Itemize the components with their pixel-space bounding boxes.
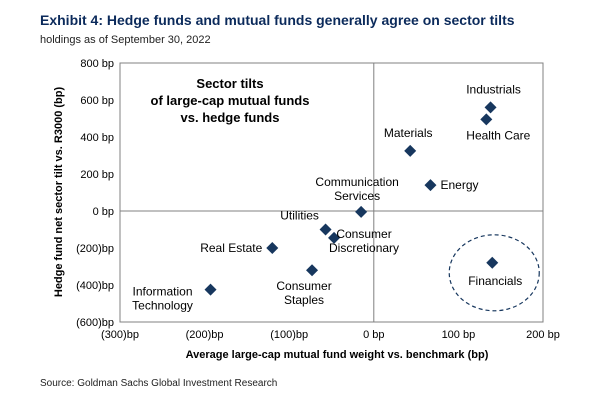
point-label: Staples xyxy=(284,293,324,307)
annotation-line: Sector tilts xyxy=(196,76,263,91)
y-axis-title: Hedge fund net sector tilt vs. R3000 (bp… xyxy=(53,87,65,298)
data-point xyxy=(328,231,341,244)
chart-title: Exhibit 4: Hedge funds and mutual funds … xyxy=(40,12,515,28)
y-tick-label: 600 bp xyxy=(80,95,114,107)
y-tick-label: (200)bp xyxy=(76,243,114,255)
y-tick-label: 800 bp xyxy=(80,58,114,70)
data-point xyxy=(355,205,368,218)
data-point xyxy=(306,264,319,277)
point-label: Financials xyxy=(468,274,522,288)
point-label: Consumer xyxy=(276,279,331,293)
x-tick-label: 0 bp xyxy=(363,329,384,341)
data-point xyxy=(266,242,279,254)
plot-border xyxy=(119,62,544,323)
point-label: Consumer xyxy=(336,227,391,241)
source-note: Source: Goldman Sachs Global Investment … xyxy=(40,378,278,389)
annotation-line: of large-cap mutual funds xyxy=(151,93,310,108)
point-label: Communication xyxy=(315,175,398,189)
y-tick-label: (400)bp xyxy=(76,280,114,292)
point-label: Services xyxy=(334,189,380,203)
point-label: Information xyxy=(133,285,193,299)
point-label: Technology xyxy=(132,299,193,313)
data-point xyxy=(480,113,493,126)
highlight-circle xyxy=(448,234,540,312)
y-tick-label: 0 bp xyxy=(93,206,114,218)
y-axis-ticks: 800 bp 600 bp 400 bp 200 bp 0 bp (200)bp (400)… xyxy=(76,58,114,329)
x-tick-label: (200)bp xyxy=(186,329,224,341)
x-tick-label: 100 bp xyxy=(442,329,476,341)
x-tick-label: (100)bp xyxy=(270,329,308,341)
y-tick-label: 400 bp xyxy=(80,132,114,144)
x-axis-ticks: (300)bp (200)bp (100)bp 0 bp 100 bp 200 bp xyxy=(101,329,560,341)
data-point xyxy=(486,256,499,269)
x-axis-title: Average large-cap mutual fund weight vs.… xyxy=(186,349,489,361)
x-tick-label: 200 bp xyxy=(526,329,560,341)
plot-frame xyxy=(119,62,544,323)
point-label: Real Estate xyxy=(200,241,262,255)
y-tick-label: (600)bp xyxy=(76,317,114,329)
point-label: Utilities xyxy=(280,209,319,223)
x-tick-label: (300)bp xyxy=(101,329,139,341)
data-point xyxy=(404,144,417,157)
point-label: Energy xyxy=(440,178,478,192)
data-point xyxy=(424,179,437,192)
data-points: Industrials Health Care Materials Energy Com… xyxy=(132,82,540,313)
chart-subtitle: holdings as of September 30, 2022 xyxy=(40,34,211,46)
chart-annotation: Sector tilts of large-cap mutual funds vs.… xyxy=(151,76,310,125)
annotation-line: vs. hedge funds xyxy=(181,110,280,125)
data-point xyxy=(204,283,217,296)
y-tick-label: 200 bp xyxy=(80,169,114,181)
point-label: Materials xyxy=(384,126,433,140)
data-point xyxy=(319,223,332,236)
point-label: Discretionary xyxy=(329,241,399,255)
point-label: Health Care xyxy=(466,128,530,142)
point-label: Industrials xyxy=(466,82,521,96)
data-point xyxy=(484,101,497,114)
